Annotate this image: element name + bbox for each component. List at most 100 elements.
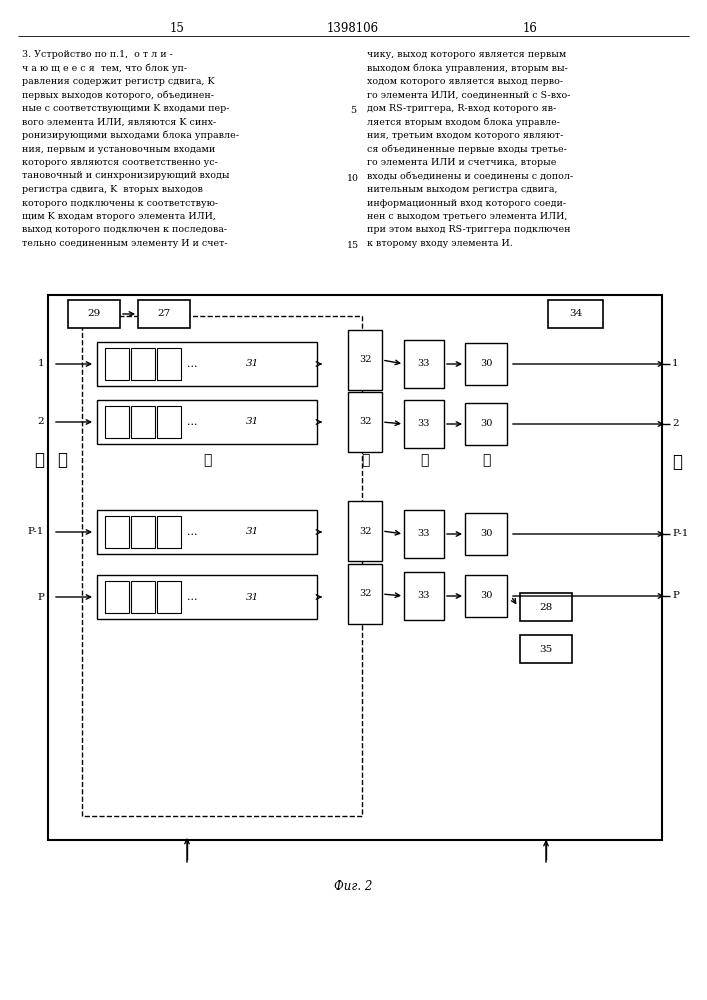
Bar (520, 593, 572, 621)
Bar (97, 575, 317, 619)
Text: 28: 28 (539, 602, 553, 611)
Bar (404, 340, 444, 388)
Bar (131, 516, 155, 548)
Text: ⋮: ⋮ (34, 452, 44, 468)
Text: которого подключены к соответствую-: которого подключены к соответствую- (22, 198, 218, 208)
Text: ...: ... (187, 359, 197, 369)
Bar (348, 330, 382, 390)
Text: го элемента ИЛИ, соединенный с S-вхо-: го элемента ИЛИ, соединенный с S-вхо- (367, 91, 571, 100)
Bar (157, 348, 181, 380)
Text: ⋮: ⋮ (481, 453, 490, 467)
Text: ⋮: ⋮ (361, 453, 369, 467)
Text: 32: 32 (358, 589, 371, 598)
Bar (97, 400, 317, 444)
Bar (68, 300, 120, 328)
Text: ч а ю щ е е с я  тем, что блок уп-: ч а ю щ е е с я тем, что блок уп- (22, 64, 187, 73)
Text: ⋮: ⋮ (420, 453, 428, 467)
Text: P-1: P-1 (28, 528, 44, 536)
Text: ронизирующими выходами блока управле-: ронизирующими выходами блока управле- (22, 131, 239, 140)
Text: 32: 32 (358, 418, 371, 426)
Text: 15: 15 (170, 22, 185, 35)
Text: 33: 33 (418, 360, 431, 368)
Text: регистра сдвига, K  вторых выходов: регистра сдвига, K вторых выходов (22, 185, 203, 194)
Text: щим K входам второго элемента ИЛИ,: щим K входам второго элемента ИЛИ, (22, 212, 216, 221)
Text: 5: 5 (350, 106, 356, 115)
Text: 32: 32 (358, 356, 371, 364)
Text: 34: 34 (569, 310, 582, 318)
Text: 1: 1 (37, 360, 44, 368)
Bar (131, 348, 155, 380)
Bar (105, 516, 129, 548)
Text: 33: 33 (418, 530, 431, 538)
Bar (82, 316, 362, 816)
Text: 10: 10 (347, 174, 359, 183)
Text: ⋮: ⋮ (672, 454, 682, 472)
Text: 30: 30 (480, 420, 492, 428)
Bar (465, 513, 507, 555)
Text: 31: 31 (245, 592, 259, 601)
Text: ⋮: ⋮ (57, 452, 67, 468)
Text: 33: 33 (418, 420, 431, 428)
Text: 3. Устройство по п.1,  о т л и -: 3. Устройство по п.1, о т л и - (22, 50, 173, 59)
Text: ...: ... (187, 527, 197, 537)
Bar (105, 348, 129, 380)
Text: ния, первым и установочным входами: ния, первым и установочным входами (22, 144, 215, 153)
Bar (465, 403, 507, 445)
Text: P-1: P-1 (672, 530, 689, 538)
Text: ния, третьим входом которого являют-: ния, третьим входом которого являют- (367, 131, 563, 140)
Bar (465, 575, 507, 617)
Text: ⋮: ⋮ (203, 453, 211, 467)
Text: 15: 15 (347, 241, 359, 250)
Text: ...: ... (187, 592, 197, 602)
Bar (404, 572, 444, 620)
Text: 30: 30 (480, 591, 492, 600)
Bar (548, 300, 603, 328)
Text: 16: 16 (522, 22, 537, 35)
Bar (348, 501, 382, 561)
Text: 35: 35 (539, 645, 553, 654)
Text: 33: 33 (418, 591, 431, 600)
Bar (48, 295, 662, 840)
Text: информационный вход которого соеди-: информационный вход которого соеди- (367, 198, 566, 208)
Text: го элемента ИЛИ и счетчика, вторые: го элемента ИЛИ и счетчика, вторые (367, 158, 556, 167)
Bar (157, 581, 181, 613)
Text: ...: ... (187, 417, 197, 427)
Text: 31: 31 (245, 528, 259, 536)
Text: нен с выходом третьего элемента ИЛИ,: нен с выходом третьего элемента ИЛИ, (367, 212, 568, 221)
Text: ляется вторым входом блока управле-: ляется вторым входом блока управле- (367, 117, 560, 127)
Bar (157, 516, 181, 548)
Bar (131, 581, 155, 613)
Text: 1398106: 1398106 (327, 22, 379, 35)
Bar (404, 400, 444, 448)
Text: P: P (37, 592, 44, 601)
Text: равления содержит регистр сдвига, K: равления содержит регистр сдвига, K (22, 77, 215, 86)
Text: которого являются соответственно ус-: которого являются соответственно ус- (22, 158, 218, 167)
Bar (105, 581, 129, 613)
Bar (105, 406, 129, 438)
Bar (348, 564, 382, 624)
Text: чику, выход которого является первым: чику, выход которого является первым (367, 50, 566, 59)
Text: 30: 30 (480, 530, 492, 538)
Text: 31: 31 (245, 360, 259, 368)
Bar (131, 406, 155, 438)
Text: тановочный и синхронизирующий входы: тановочный и синхронизирующий входы (22, 172, 230, 180)
Text: 2: 2 (672, 420, 679, 428)
Text: 32: 32 (358, 526, 371, 536)
Text: ся объединенные первые входы третье-: ся объединенные первые входы третье- (367, 144, 567, 154)
Text: 1: 1 (672, 360, 679, 368)
Bar (404, 510, 444, 558)
Text: вого элемента ИЛИ, являются K синх-: вого элемента ИЛИ, являются K синх- (22, 117, 216, 126)
Text: выход которого подключен к последова-: выход которого подключен к последова- (22, 226, 227, 234)
Text: к второму входу элемента И.: к второму входу элемента И. (367, 239, 513, 248)
Bar (348, 392, 382, 452)
Text: выходом блока управления, вторым вы-: выходом блока управления, вторым вы- (367, 64, 568, 73)
Text: P: P (672, 591, 679, 600)
Text: 2: 2 (37, 418, 44, 426)
Text: тельно соединенным элементу И и счет-: тельно соединенным элементу И и счет- (22, 239, 228, 248)
Text: нительным выходом регистра сдвига,: нительным выходом регистра сдвига, (367, 185, 558, 194)
Text: 31: 31 (245, 418, 259, 426)
Text: при этом выход RS-триггера подключен: при этом выход RS-триггера подключен (367, 226, 571, 234)
Text: ные с соответствующими K входами пер-: ные с соответствующими K входами пер- (22, 104, 230, 113)
Text: 27: 27 (158, 310, 170, 318)
Bar (97, 342, 317, 386)
